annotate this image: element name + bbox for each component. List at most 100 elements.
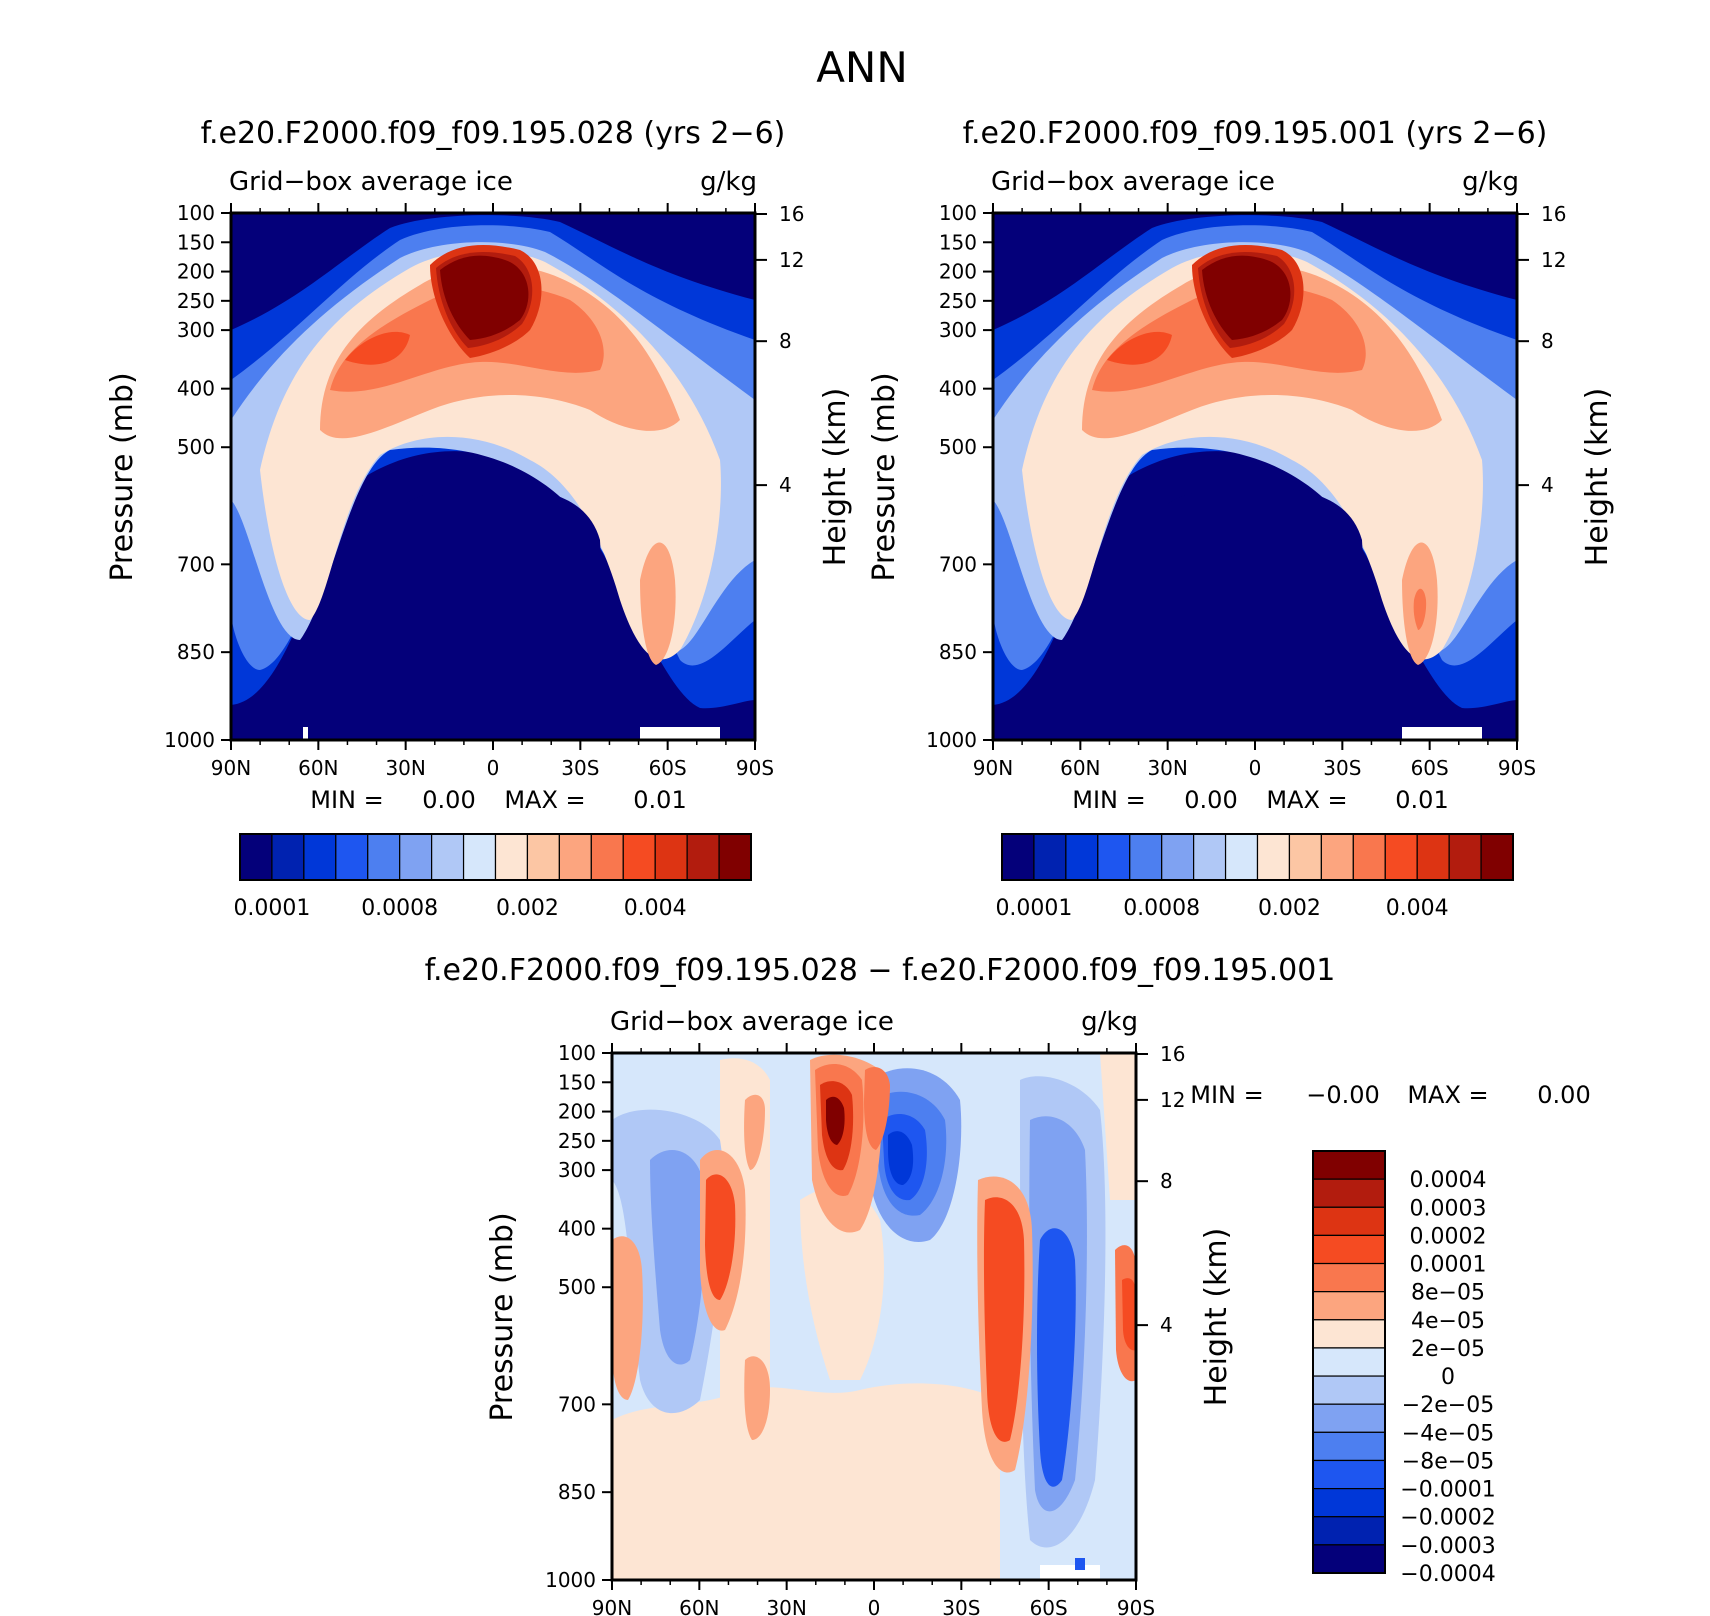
y-tick-label: 250 [558,1129,596,1153]
x-tick-label: 90N [211,756,251,780]
x-tick-label: 30N [1147,756,1187,780]
colorbar-box [239,833,273,881]
contour-field [612,1053,1136,1580]
colorbar-box [399,833,433,881]
colorbar-box [1312,1375,1386,1405]
colorbar-label: 0.004 [624,896,687,921]
left-string: Grid−box average ice [610,1007,894,1037]
colorbar-box [1129,833,1163,881]
x-tick-label: 60S [649,756,687,780]
colorbar-box [1312,1234,1386,1265]
y-tick-label: 850 [939,640,977,664]
left-string: Grid−box average ice [229,167,513,197]
colorbar-label: 0.0001 [233,896,310,921]
y2-tick-label: 4 [1541,473,1554,497]
y-tick-label: 200 [939,260,977,284]
colorbar-box [1312,1544,1386,1574]
y-tick-label: 300 [939,318,977,342]
panel-title: f.e20.F2000.f09_f09.195.001 (yrs 2−6) [963,116,1548,151]
colorbar-label: −4e−05 [1402,1421,1494,1446]
x-tick-label: 90N [592,1596,632,1616]
max-label: MAX = [1407,1081,1488,1109]
x-tick-label: 60N [1060,756,1100,780]
colorbar-box [1312,1150,1386,1180]
colorbar-box [1384,833,1418,881]
units-string: g/kg [1081,1007,1138,1037]
max-value: 0.01 [633,786,686,814]
colorbar-box [1312,1487,1386,1518]
colorbar-label: 2e−05 [1411,1337,1485,1362]
x-tick-label: 90S [1498,756,1536,780]
contour-field [231,213,755,740]
y-tick-label: 400 [939,377,977,401]
y-axis-label: Pressure (mb) [867,372,902,581]
min-value: −0.00 [1306,1081,1380,1109]
colorbar: 0.0001 0.0008 0.002 0.004 [995,833,1514,921]
colorbar-box [622,833,656,881]
colorbar-box [654,833,688,881]
colorbar-label: −0.0001 [1400,1478,1495,1503]
colorbar-box [335,833,369,881]
colorbar-box [1288,833,1322,881]
colorbar-label: 0.0008 [1123,896,1200,921]
min-label: MIN = [310,786,383,814]
y2-tick-label: 8 [1541,329,1554,353]
colorbar-box [1161,833,1195,881]
y-tick-label: 100 [939,201,977,225]
y-tick-label: 500 [177,435,215,459]
y-tick-label: 1000 [164,728,215,752]
y-tick-label: 150 [558,1070,596,1094]
x-tick-label: 90S [1117,1596,1155,1616]
colorbar-box [1312,1459,1386,1490]
colorbar-label: 8e−05 [1411,1281,1485,1306]
colorbar-box [1065,833,1099,881]
colorbar-box [686,833,720,881]
colorbar-box [431,833,465,881]
colorbar-label: 0.004 [1386,896,1449,921]
min-label: MIN = [1072,786,1145,814]
y-tick-label: 1000 [926,728,977,752]
min-value: 0.00 [422,786,475,814]
y-tick-label: 700 [558,1392,596,1416]
y-tick-label: 400 [558,1217,596,1241]
colorbar-label: 0.0002 [1410,1224,1487,1249]
x-tick-label: 60N [679,1596,719,1616]
max-value: 0.01 [1395,786,1448,814]
x-tick-label: 90N [973,756,1013,780]
y2-tick-label: 12 [779,248,804,272]
colorbar-label: −0.0002 [1400,1506,1495,1531]
y2-tick-label: 8 [779,329,792,353]
y2-tick-label: 16 [1160,1042,1185,1066]
colorbar-box [367,833,401,881]
units-string: g/kg [700,167,757,197]
x-tick-label: 30N [385,756,425,780]
y-tick-label: 700 [177,552,215,576]
y-tick-label: 200 [177,260,215,284]
y-tick-label: 500 [558,1275,596,1299]
colorbar-box [558,833,592,881]
colorbar-box [1312,1262,1386,1293]
colorbar-box [1448,833,1482,881]
colorbar-box [494,833,529,881]
min-value: 0.00 [1184,786,1237,814]
y2-tick-label: 4 [779,473,792,497]
x-tick-label: 30S [1323,756,1361,780]
colorbar-box [1312,1291,1386,1321]
colorbar-box [1312,1347,1386,1377]
colorbar-box [1312,1431,1386,1462]
colorbar-label: 4e−05 [1411,1309,1485,1334]
x-tick-label: 90S [736,756,774,780]
colorbar-label: 0 [1441,1365,1455,1390]
y-tick-label: 500 [939,435,977,459]
y2-tick-label: 12 [1160,1088,1185,1112]
colorbar-label: −0.0003 [1400,1534,1495,1559]
contour-field [993,213,1517,740]
units-string: g/kg [1462,167,1519,197]
y-tick-label: 250 [939,289,977,313]
colorbar-box [1033,833,1067,881]
colorbar-label: 0.0003 [1410,1196,1487,1221]
axes: 100 150 200 250 300 400 500 700 850 1000 90N 60N 30N… [545,1041,1185,1616]
colorbar-box [1352,833,1386,881]
x-tick-label: 0 [868,1596,881,1616]
colorbar-box [1312,1403,1386,1433]
